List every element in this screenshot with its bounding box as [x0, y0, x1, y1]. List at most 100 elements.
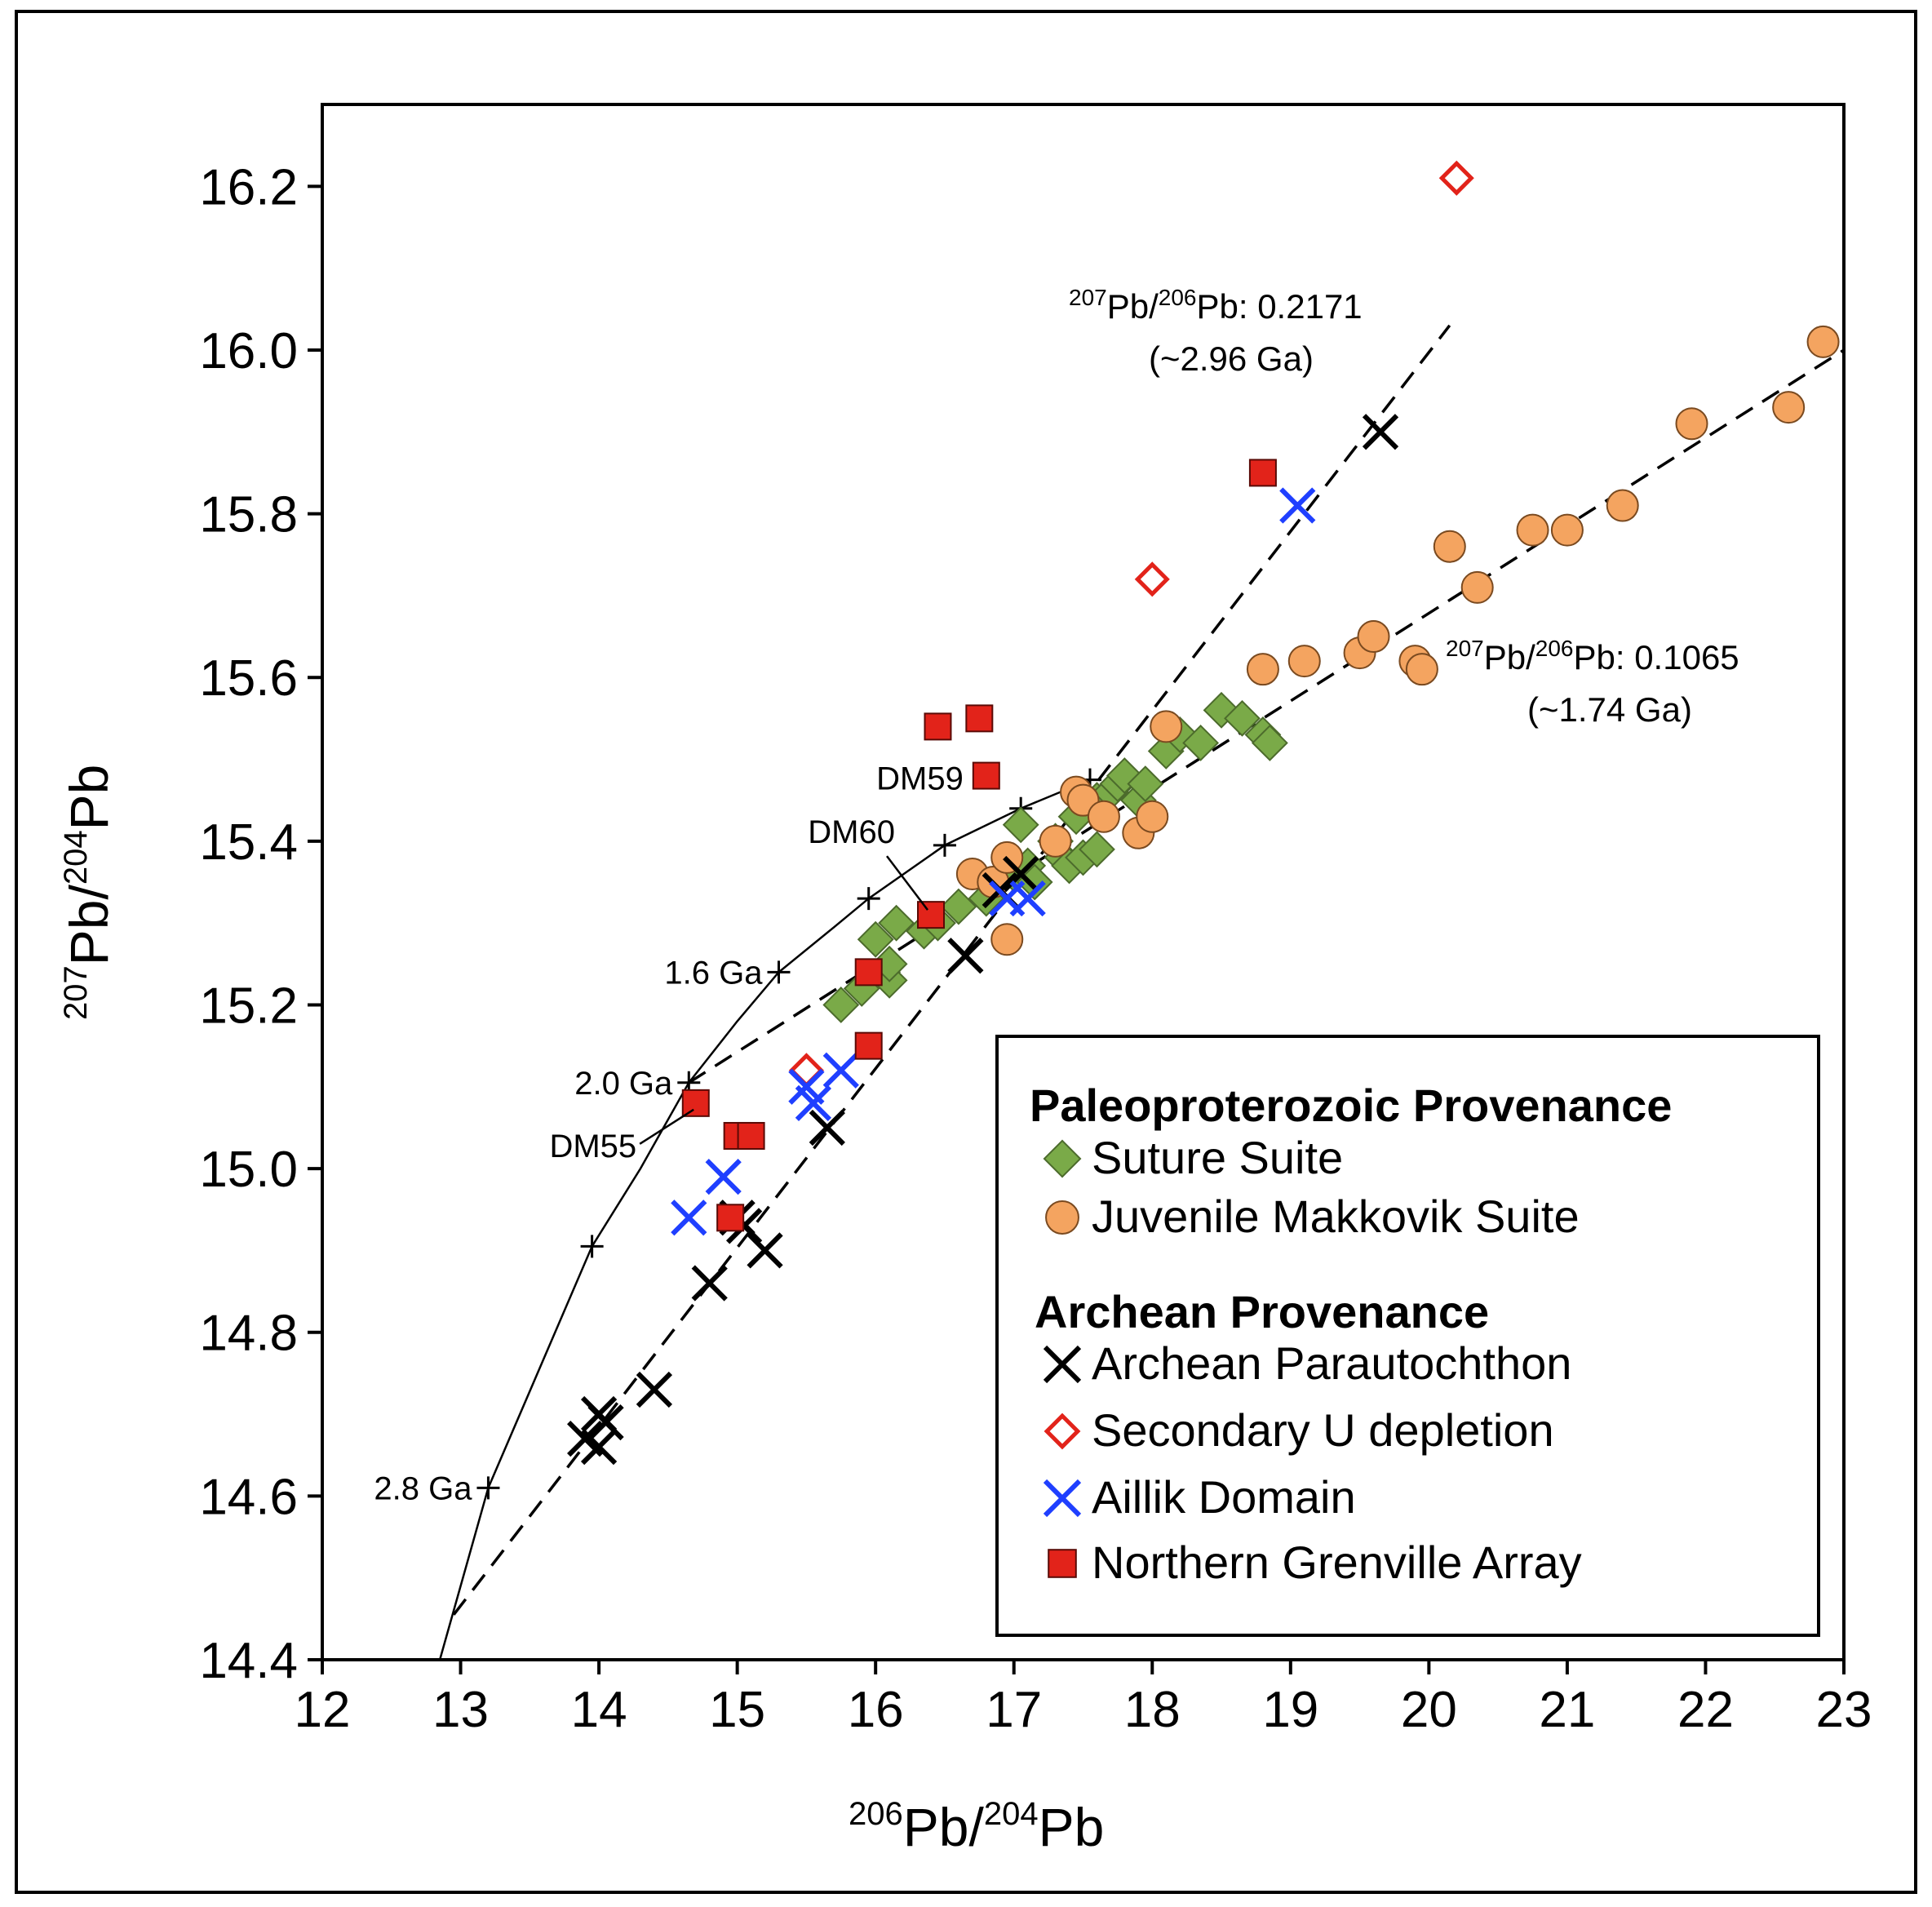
makkovik-suite-point — [1150, 710, 1183, 743]
aillik-domain-point — [795, 1084, 832, 1121]
archean-parautochthon-point — [580, 1429, 618, 1466]
x-tick-label: 15 — [709, 1682, 765, 1738]
legend-item-label: Aillik Domain — [1092, 1471, 1356, 1523]
northern-grenville-point — [972, 761, 1000, 790]
secondary-u-depletion-point — [1438, 160, 1474, 196]
legend-item-label: Archean Parautochthon — [1092, 1337, 1571, 1389]
suture-suite-point — [1182, 725, 1220, 761]
sample-label: DM60 — [808, 814, 895, 850]
makkovik-suite-point — [1675, 407, 1708, 441]
x-tick-label: 20 — [1401, 1682, 1457, 1738]
data-points — [567, 160, 1840, 1466]
x-tick-label: 23 — [1816, 1682, 1872, 1738]
aillik-domain-point — [1279, 487, 1316, 524]
suture-suite-point — [1251, 725, 1288, 761]
secondary-u-depletion-point — [788, 1053, 824, 1089]
legend-item-label: Secondary U depletion — [1092, 1404, 1554, 1456]
legend-box — [995, 1035, 1820, 1637]
x-tick-label: 16 — [848, 1682, 904, 1738]
x-tick-label: 21 — [1539, 1682, 1595, 1738]
growth-curve-tick — [476, 1476, 500, 1500]
makkovik-suite-point — [1606, 489, 1639, 522]
northern-grenville-point — [1048, 1549, 1077, 1578]
northern-grenville-point — [716, 1204, 745, 1232]
ref-line-label-1: 207Pb/206Pb: 0.2171 — [1069, 285, 1363, 326]
x-tick-label: 17 — [986, 1682, 1042, 1738]
growth-curve — [438, 768, 1101, 1661]
northern-grenville-point — [854, 1031, 883, 1060]
growth-curve-tick — [933, 833, 956, 857]
x-tick-label: 18 — [1124, 1682, 1181, 1738]
ref-line-age-1: (~2.96 Ga) — [1149, 339, 1314, 378]
y-tick-label: 15.6 — [199, 650, 298, 707]
makkovik-suite-point — [1045, 1200, 1079, 1235]
y-tick-label: 15.2 — [199, 978, 298, 1034]
ref-line-label-2: 207Pb/206Pb: 0.1065 — [1446, 636, 1739, 676]
northern-grenville-point — [737, 1121, 765, 1150]
suture-suite-point — [1079, 831, 1115, 868]
suture-suite-point — [878, 904, 915, 942]
plot-area — [321, 103, 1846, 1661]
legend-heading-archean: Archean Provenance — [1035, 1286, 1489, 1337]
y-tick-label: 14.6 — [199, 1469, 298, 1525]
y-tick-label: 15.4 — [199, 814, 298, 871]
x-axis-title: 206Pb/204Pb — [849, 1796, 1104, 1857]
makkovik-suite-point — [1246, 653, 1279, 686]
ref-line-age-2: (~1.74 Ga) — [1527, 690, 1692, 729]
makkovik-suite-point — [1460, 570, 1494, 604]
makkovik-suite-point — [1287, 645, 1321, 678]
northern-grenville-point — [924, 712, 952, 741]
annotation-labels: 2.8 Ga 2.0 Ga 1.6 Ga DM59 DM60 DM55 — [374, 761, 963, 1507]
makkovik-suite-point — [1405, 653, 1438, 686]
archean-parautochthon-point — [1003, 855, 1039, 893]
sample-label: DM55 — [549, 1129, 636, 1164]
x-tick-label: 19 — [1262, 1682, 1318, 1738]
makkovik-suite-point — [1433, 530, 1466, 563]
y-tick-label: 15.0 — [199, 1142, 298, 1198]
growth-curve-age-label: 2.8 Ga — [374, 1470, 472, 1506]
archean-parautochthon-point — [947, 938, 984, 974]
makkovik-suite-point — [1516, 513, 1549, 547]
growth-curve-line — [438, 778, 1091, 1661]
y-tick-label: 15.8 — [199, 487, 298, 543]
suture-suite-point — [1224, 699, 1261, 737]
growth-curve-age-label: 1.6 Ga — [664, 955, 763, 991]
archean-parautochthon-point — [691, 1265, 728, 1302]
makkovik-suite-point — [1550, 513, 1584, 547]
archean-parautochthon-point — [636, 1371, 673, 1408]
growth-curve-tick — [857, 887, 880, 911]
makkovik-suite-point — [1806, 325, 1840, 358]
aillik-domain-point — [671, 1200, 707, 1236]
growth-curve-tick — [580, 1235, 604, 1258]
archean-parautochthon-point — [580, 1395, 618, 1433]
y-tick-label: 14.8 — [199, 1306, 298, 1362]
makkovik-suite-point — [990, 923, 1024, 956]
legend-items: Suture Suite Juvenile Makkovik Suite Arche… — [1043, 1132, 1582, 1588]
aillik-domain-point — [822, 1052, 859, 1089]
x-tick-label: 12 — [295, 1682, 351, 1738]
suture-suite-point — [857, 920, 894, 958]
secondary-u-depletion-point — [1044, 1413, 1081, 1450]
northern-grenville-point — [1248, 459, 1277, 487]
x-tick-label: 14 — [571, 1682, 627, 1738]
growth-curve-tick — [767, 960, 791, 984]
northern-grenville-point — [854, 958, 883, 987]
makkovik-suite-point — [1136, 800, 1169, 833]
makkovik-suite-point — [1039, 824, 1072, 858]
suture-suite-point — [1002, 806, 1039, 844]
y-axis-title: 207Pb/204Pb — [58, 765, 119, 1020]
secondary-u-depletion-point — [1134, 561, 1170, 597]
northern-grenville-point — [681, 1089, 710, 1117]
aillik-domain-point — [705, 1159, 742, 1195]
aillik-domain-point — [1009, 880, 1046, 917]
sample-label-pointer — [886, 855, 928, 911]
suture-suite-point — [940, 888, 977, 925]
y-tick-label: 16.0 — [199, 323, 298, 379]
makkovik-suite-point — [1357, 620, 1390, 654]
suture-suite-point — [1043, 1139, 1082, 1178]
archean-parautochthon-point — [747, 1232, 783, 1269]
figure-frame — [15, 10, 1917, 1894]
legend-item-label: Juvenile Makkovik Suite — [1092, 1191, 1580, 1242]
suture-suite-point — [1127, 765, 1164, 803]
